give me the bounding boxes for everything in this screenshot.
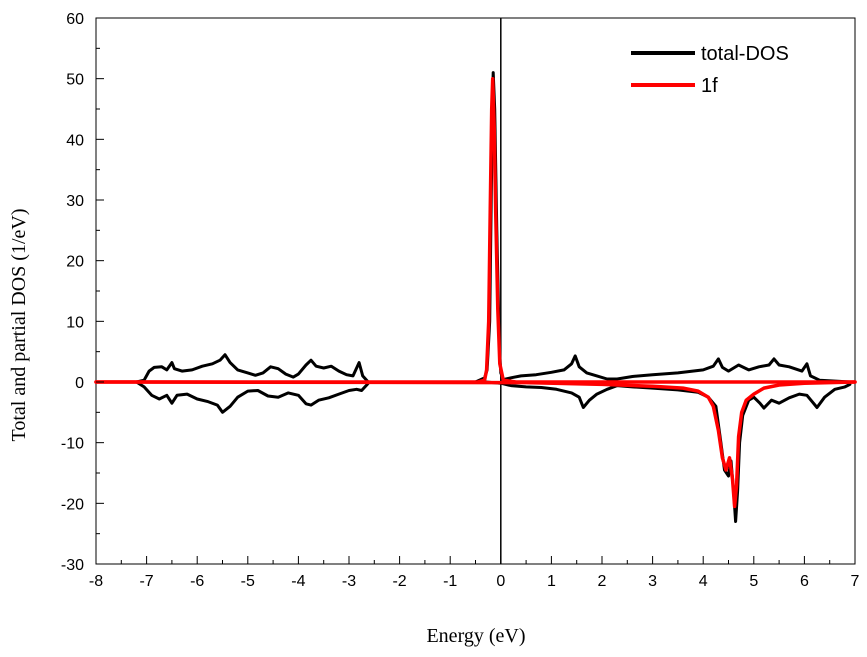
x-tick-label: 2 — [598, 573, 607, 590]
x-tick-label: 4 — [699, 573, 708, 590]
x-tick-label: 3 — [648, 573, 657, 590]
legend-label: 1f — [701, 75, 718, 97]
x-axis: -8 -7 -6 -5 -4 -3 -2 -1 0 1 2 3 4 5 6 7 — [89, 556, 860, 590]
x-tick-label: -7 — [139, 573, 153, 590]
x-tick-label: 1 — [547, 573, 556, 590]
x-tick-label: 7 — [851, 573, 860, 590]
x-tick-label: 5 — [749, 573, 758, 590]
x-tick-label: 6 — [800, 573, 809, 590]
y-tick-label: -20 — [61, 496, 84, 513]
x-tick-label: -6 — [190, 573, 204, 590]
series-line-lower — [135, 380, 852, 523]
series-line-lower — [94, 380, 857, 509]
y-tick-label: -30 — [61, 557, 84, 574]
y-axis-title: Total and partial DOS (1/eV) — [8, 209, 30, 442]
x-tick-label: -4 — [291, 573, 305, 590]
series-line-upper — [94, 76, 857, 384]
y-tick-label: 30 — [66, 193, 84, 210]
series-layer — [94, 71, 857, 523]
x-tick-label: -1 — [443, 573, 457, 590]
x-tick-label: -2 — [392, 573, 406, 590]
y-tick-label: 10 — [66, 314, 84, 331]
legend: total-DOS 1f — [631, 43, 789, 97]
series-1f — [94, 76, 857, 509]
y-tick-label: -10 — [61, 436, 84, 453]
y-tick-label: 60 — [66, 11, 84, 28]
x-axis-title: Energy (eV) — [426, 625, 525, 647]
legend-label: total-DOS — [701, 43, 789, 65]
x-tick-label: -5 — [241, 573, 255, 590]
y-tick-label: 20 — [66, 254, 84, 271]
x-tick-label: -8 — [89, 573, 103, 590]
plot-border — [95, 17, 856, 565]
plot-area — [95, 17, 856, 565]
x-tick-label: -3 — [342, 573, 356, 590]
y-tick-label: 0 — [75, 375, 84, 392]
y-tick-label: 40 — [66, 132, 84, 149]
y-tick-label: 50 — [66, 72, 84, 89]
x-tick-label: 0 — [496, 573, 505, 590]
y-axis: -30 -20 -10 0 10 20 30 40 50 60 — [61, 11, 104, 574]
